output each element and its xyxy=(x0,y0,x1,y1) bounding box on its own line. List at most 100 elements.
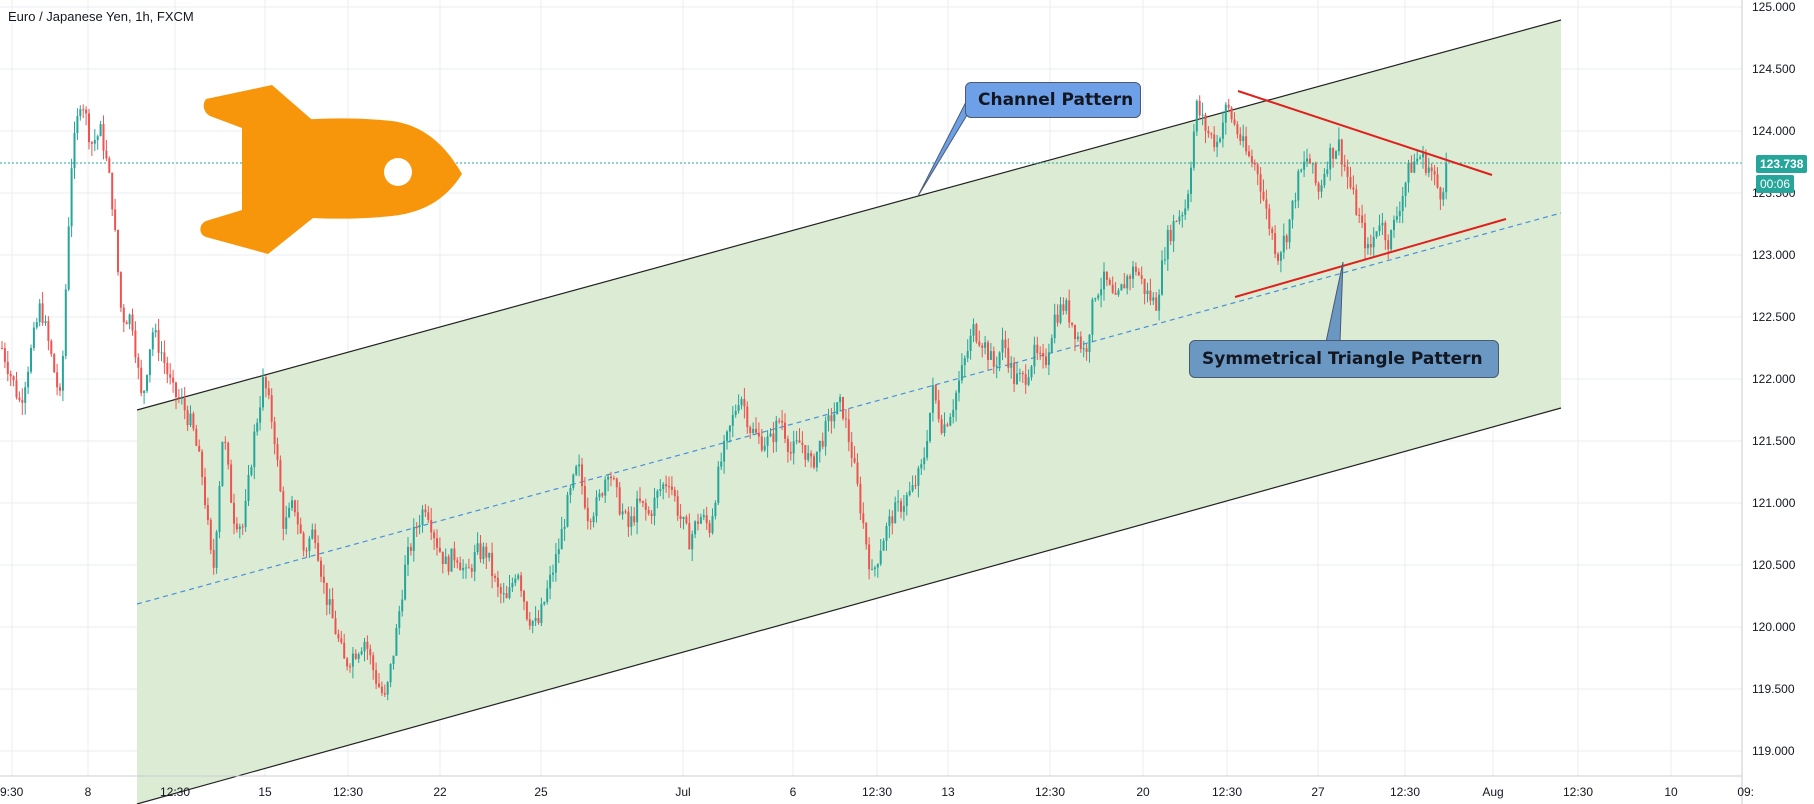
candle-body xyxy=(685,516,688,524)
candle-body xyxy=(1320,185,1323,192)
candle-body xyxy=(1329,147,1332,170)
candle-body xyxy=(250,467,253,475)
candle-body xyxy=(131,314,134,331)
candle-body xyxy=(1097,295,1100,299)
candle-body xyxy=(702,515,705,518)
candle-body xyxy=(760,436,763,451)
candle-body xyxy=(923,457,926,465)
channel-lower-line[interactable] xyxy=(136,407,1562,804)
candle-body xyxy=(1175,221,1178,223)
triangle-upper-line[interactable] xyxy=(1237,90,1493,176)
candle-body xyxy=(908,490,911,496)
candle-body xyxy=(67,226,70,290)
symmetrical-triangle-callout[interactable]: Symmetrical Triangle Pattern xyxy=(1189,340,1499,378)
candle-body xyxy=(470,568,473,572)
candle-body xyxy=(749,427,752,434)
candle-body xyxy=(1245,136,1248,152)
time-tick-label: 12:30 xyxy=(333,785,363,799)
candle-body xyxy=(6,361,9,375)
triangle-lower-line[interactable] xyxy=(1234,218,1507,298)
candle-body xyxy=(105,150,108,159)
candle-body xyxy=(737,405,740,411)
candle-body xyxy=(653,497,656,517)
candle-body xyxy=(1207,130,1210,134)
candle-body xyxy=(511,582,514,588)
candle-body xyxy=(421,509,424,525)
candle-body xyxy=(1021,372,1024,375)
candle-body xyxy=(137,357,140,368)
candle-body xyxy=(70,168,73,227)
time-tick-label: 13 xyxy=(941,785,955,799)
candle-body xyxy=(778,420,781,422)
candle-body xyxy=(943,424,946,433)
candle-body xyxy=(1256,164,1259,175)
time-tick-label: 15 xyxy=(258,785,272,799)
candle-body xyxy=(38,303,41,323)
candle-body xyxy=(598,493,601,498)
candle-body xyxy=(212,549,215,568)
candle-body xyxy=(963,358,966,366)
candle-body xyxy=(958,380,960,393)
candle-body xyxy=(871,569,873,571)
candle-body xyxy=(1369,244,1372,248)
bar-countdown-badge: 00:06 xyxy=(1756,175,1795,193)
candle-body xyxy=(639,498,641,501)
candle-body xyxy=(1236,124,1239,135)
candle-body xyxy=(772,433,775,443)
candle-body xyxy=(1,347,3,349)
candle-body xyxy=(195,428,198,446)
candle-body xyxy=(221,441,224,487)
price-axis[interactable]: 119.000 119.500 120.000 120.500 121.000 121.5… xyxy=(1752,0,1796,758)
channel-upper-line[interactable] xyxy=(136,19,1562,411)
candle-body xyxy=(581,464,583,487)
candle-body xyxy=(383,693,386,695)
channel-midline[interactable] xyxy=(136,212,1562,605)
candle-body xyxy=(1419,157,1422,159)
price-tick-label: 122.000 xyxy=(1752,372,1796,386)
candle-body xyxy=(459,562,462,571)
candle-body xyxy=(279,460,282,492)
candle-body xyxy=(450,548,453,572)
candle-body xyxy=(697,521,699,524)
candle-body xyxy=(47,321,50,341)
candle-body xyxy=(1004,339,1007,348)
candle-body xyxy=(273,421,276,445)
candle-body xyxy=(1213,134,1216,148)
candle-body xyxy=(1190,167,1192,194)
candle-body xyxy=(1129,276,1132,279)
price-tick-label: 119.500 xyxy=(1752,682,1795,696)
candle-body xyxy=(328,599,331,605)
candle-body xyxy=(856,462,859,484)
candle-body xyxy=(1071,322,1074,325)
candle-body xyxy=(850,441,853,458)
candle-body xyxy=(1274,233,1277,254)
candle-body xyxy=(378,683,380,687)
candle-body xyxy=(360,651,363,655)
candle-body xyxy=(537,618,540,623)
channel-pattern-callout[interactable]: Channel Pattern xyxy=(965,82,1141,118)
candle-body xyxy=(1265,199,1268,209)
candle-body xyxy=(444,556,447,565)
candle-body xyxy=(189,413,192,426)
candle-body xyxy=(786,438,789,452)
candle-body xyxy=(520,575,523,592)
price-tick-label: 121.000 xyxy=(1752,496,1796,510)
candle-body xyxy=(1158,294,1161,311)
time-axis[interactable]: 9:30 8 12:30 15 12:30 22 25 Jul 6 12:30 13 12:30 20 1… xyxy=(0,785,1754,799)
candle-body xyxy=(717,466,720,503)
candle-body xyxy=(79,109,82,117)
candle-body xyxy=(148,349,151,376)
candle-body xyxy=(514,578,517,583)
candle-body xyxy=(540,604,543,623)
price-tick-label: 120.000 xyxy=(1752,620,1796,634)
candle-body xyxy=(888,516,891,527)
candle-body xyxy=(276,444,279,461)
candle-body xyxy=(482,546,485,560)
candle-body xyxy=(665,484,668,487)
candle-body xyxy=(12,376,15,381)
candle-body xyxy=(836,402,839,415)
candle-body xyxy=(601,493,604,496)
time-tick-label: 8 xyxy=(85,785,92,799)
candle-body xyxy=(882,540,885,551)
